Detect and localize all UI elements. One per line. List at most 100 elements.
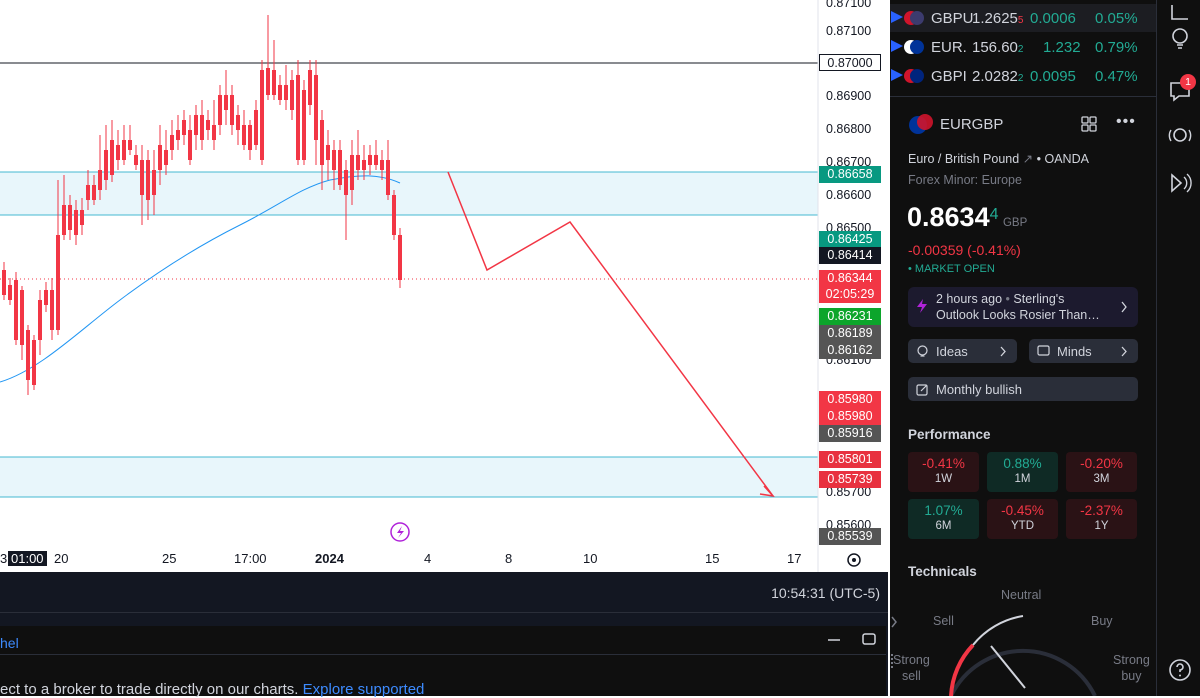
lightning-glyph <box>397 526 404 538</box>
symbol-description: Euro / British Pound ↗ • OANDA <box>908 152 1089 166</box>
watchlist-symbol: GBPI <box>931 68 967 85</box>
news-card[interactable]: 2 hours ago • Sterling's Outlook Looks R… <box>908 287 1138 327</box>
watchlist-symbol: GBPU <box>931 10 974 27</box>
candle-body <box>32 340 36 385</box>
ideas-button[interactable]: Ideas <box>908 339 1017 363</box>
price-badge: 0.85916 <box>819 425 881 442</box>
candle-body <box>278 85 282 100</box>
playback-icon[interactable] <box>1168 171 1192 195</box>
idea-bulb-icon[interactable] <box>1168 26 1192 50</box>
symbol-name[interactable]: EURGBP <box>940 116 1004 133</box>
help-icon[interactable] <box>1168 658 1192 682</box>
watchlist-price: 2.02822 <box>972 68 1024 85</box>
price-badge: 0.86414 <box>819 247 881 264</box>
candle-body <box>44 290 48 305</box>
candle-body <box>122 140 126 160</box>
technicals-gauge <box>949 615 1097 696</box>
watchlist-row[interactable]: GBPI 2.02822 0.0095 0.47% <box>890 62 1156 90</box>
time-label: 25 <box>162 551 177 566</box>
candle-body <box>386 160 390 195</box>
flag-marker-icon[interactable] <box>890 68 910 84</box>
flag-marker-icon[interactable] <box>890 10 910 26</box>
candle-body <box>50 290 54 330</box>
price-scale-label: 0.87100 <box>826 24 872 38</box>
gauge-needle <box>990 645 1026 689</box>
external-link-icon[interactable]: ↗ <box>1022 152 1034 166</box>
candle-body <box>290 80 294 110</box>
promo-text: ect to a broker to trade directly on our… <box>0 681 299 698</box>
candle-body <box>164 150 168 165</box>
candle-body <box>392 195 396 235</box>
layout-grid-icon[interactable] <box>1080 115 1098 133</box>
candle-body <box>320 120 324 165</box>
timezone-clock[interactable]: 10:54:31 (UTC-5) <box>771 585 880 601</box>
explore-brokers-link[interactable]: Explore supported <box>302 681 425 698</box>
time-label: 8 <box>505 551 513 566</box>
maximize-panel-icon[interactable] <box>861 632 877 646</box>
candle-body <box>8 285 12 300</box>
streams-bulb-icon[interactable] <box>1168 125 1192 149</box>
eur-gbp-flags-icon <box>909 114 933 134</box>
chart-area[interactable]: 0.87100 0.87100 0.86900 0.86800 0.86700 … <box>0 0 888 572</box>
price-scale-label: 0.86800 <box>826 122 872 136</box>
ideas-label: Ideas <box>936 344 968 359</box>
performance-cell: -2.37% 1Y <box>1066 499 1137 539</box>
candle-body <box>260 70 264 160</box>
candle-body <box>272 70 276 95</box>
zone-top-badge: 0.86658 <box>819 166 881 183</box>
performance-cell: 0.88% 1M <box>987 452 1058 492</box>
candle-body <box>140 160 144 195</box>
chart-settings-icon[interactable] <box>847 553 861 567</box>
candle-body <box>134 155 138 165</box>
price-chart[interactable] <box>0 0 888 572</box>
time-label: 3 <box>0 551 8 566</box>
flag-marker-icon[interactable] <box>890 39 910 55</box>
panel-tab[interactable]: hel <box>0 635 19 651</box>
lightning-icon <box>917 299 927 313</box>
event-lightning-icon[interactable] <box>390 522 410 542</box>
price-badge: 0.86162 <box>819 342 881 359</box>
edit-icon <box>916 384 928 396</box>
watchlist-symbol: EUR. <box>931 39 967 56</box>
candle-body <box>344 170 348 195</box>
watchlist-price: 1.26255 <box>972 10 1024 27</box>
divider <box>0 612 888 613</box>
time-label-year: 2024 <box>315 551 344 566</box>
watchlist-change: 0.0095 <box>1030 68 1076 85</box>
candle-body <box>20 290 24 345</box>
collapse-chevron-icon[interactable] <box>890 615 898 629</box>
candle-body <box>224 95 228 110</box>
candle-body <box>116 145 120 160</box>
candle-body <box>296 75 300 160</box>
symbol-category: Forex Minor: Europe <box>908 173 1022 187</box>
performance-title: Performance <box>908 427 991 442</box>
candle-body <box>56 235 60 330</box>
calendar-icon[interactable] <box>1168 3 1192 27</box>
watchlist-row[interactable]: EUR. 156.602 1.232 0.79% <box>890 33 1156 61</box>
price-badge: 0.85980 <box>819 391 881 408</box>
candle-body <box>80 210 84 225</box>
monthly-bullish-label: Monthly bullish <box>936 382 1022 397</box>
projection-path[interactable] <box>447 171 774 497</box>
market-status: • MARKET OPEN <box>908 263 995 275</box>
minds-button[interactable]: Minds <box>1029 339 1138 363</box>
candle-body <box>194 115 198 135</box>
divider <box>0 654 886 655</box>
more-options-icon[interactable]: ••• <box>1116 113 1136 130</box>
candle-body <box>254 110 258 145</box>
watchlist-percent: 0.05% <box>1095 10 1138 27</box>
monthly-bullish-button[interactable]: Monthly bullish <box>908 377 1138 401</box>
candle-body <box>152 170 156 195</box>
candle-body <box>200 115 204 140</box>
candle-body <box>158 145 162 170</box>
performance-cell: -0.41% 1W <box>908 452 979 492</box>
minds-label: Minds <box>1057 344 1092 359</box>
performance-cell: -0.45% YTD <box>987 499 1058 539</box>
price-badge: 0.86231 <box>819 308 881 325</box>
watchlist-row[interactable]: GBPU 1.26255 0.0006 0.05% <box>890 4 1156 32</box>
candle-body <box>368 155 372 165</box>
candle-body <box>206 120 210 130</box>
candle-body <box>128 140 132 150</box>
minimize-panel-icon[interactable] <box>826 632 842 646</box>
support-zone <box>0 457 818 497</box>
